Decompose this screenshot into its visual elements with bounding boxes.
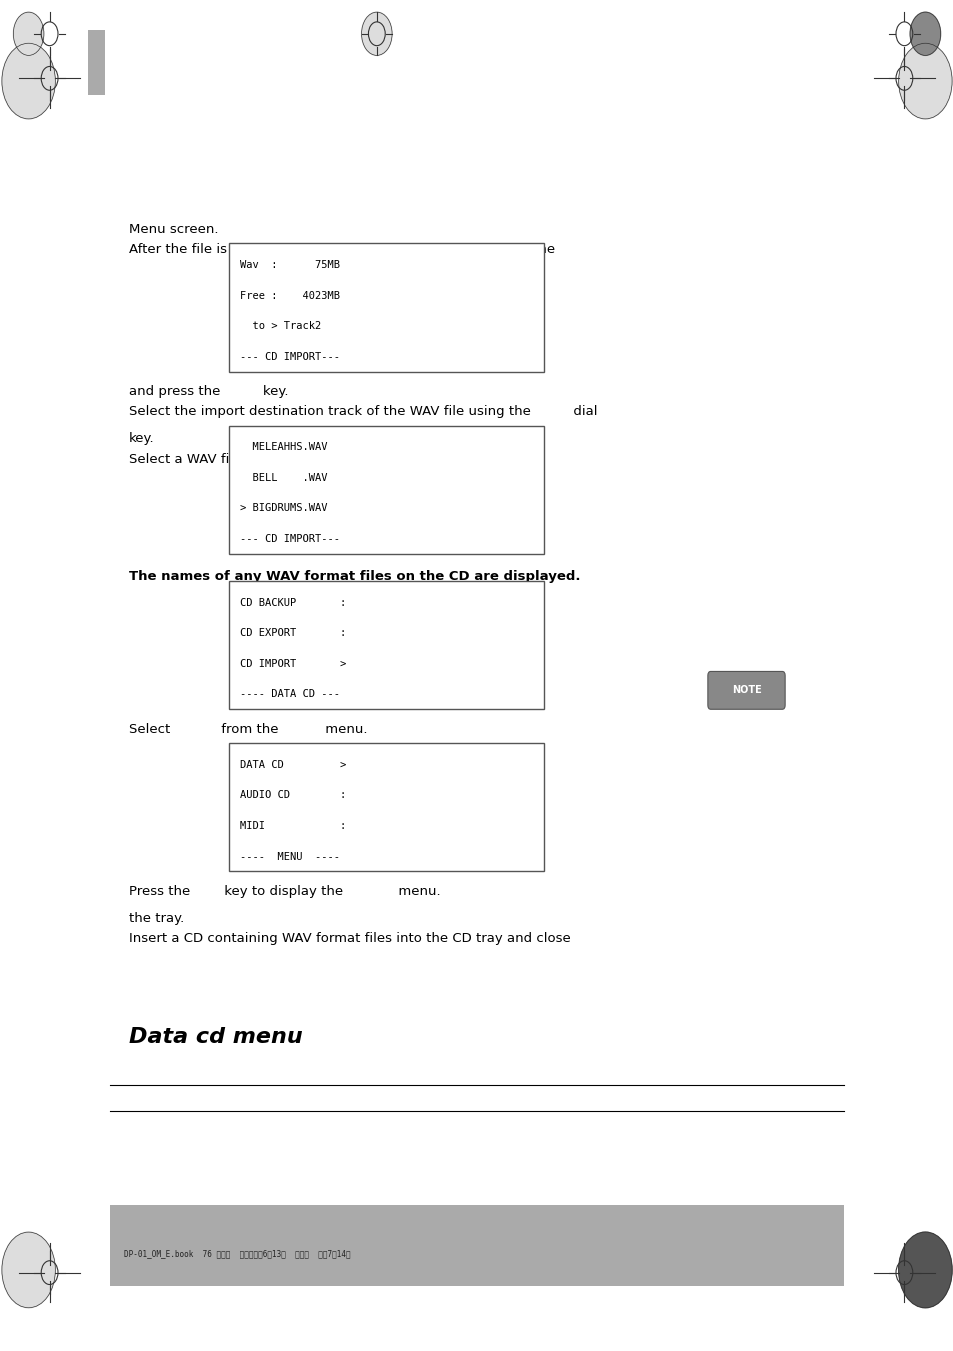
Text: Select a WAV file to import using the          dial and press the: Select a WAV file to import using the di… <box>129 453 536 466</box>
Text: Select the import destination track of the WAV file using the          dial: Select the import destination track of t… <box>129 405 597 419</box>
Text: DATA CD         >: DATA CD > <box>240 759 346 770</box>
Circle shape <box>2 1232 55 1308</box>
Text: MIDI            :: MIDI : <box>240 821 346 831</box>
Circle shape <box>909 12 940 55</box>
Text: AUDIO CD        :: AUDIO CD : <box>240 790 346 800</box>
Text: to > Track2: to > Track2 <box>240 322 321 331</box>
FancyBboxPatch shape <box>229 743 543 871</box>
Text: Menu screen.: Menu screen. <box>129 223 218 236</box>
Text: CD BACKUP       :: CD BACKUP : <box>240 597 346 608</box>
Text: > BIGDRUMS.WAV: > BIGDRUMS.WAV <box>240 504 328 513</box>
Text: Press the        key to display the             menu.: Press the key to display the menu. <box>129 885 440 898</box>
Circle shape <box>898 43 951 119</box>
Circle shape <box>361 12 392 55</box>
FancyBboxPatch shape <box>707 671 784 709</box>
Text: --- CD IMPORT---: --- CD IMPORT--- <box>240 351 340 362</box>
FancyBboxPatch shape <box>229 581 543 709</box>
Text: Wav  :      75MB: Wav : 75MB <box>240 259 340 270</box>
Text: Insert a CD containing WAV format files into the CD tray and close: Insert a CD containing WAV format files … <box>129 932 570 946</box>
Circle shape <box>2 43 55 119</box>
Text: the tray.: the tray. <box>129 912 184 925</box>
Text: Free :    4023MB: Free : 4023MB <box>240 290 340 300</box>
Circle shape <box>898 1232 951 1308</box>
Text: MELEAHHS.WAV: MELEAHHS.WAV <box>240 442 328 453</box>
Text: key.: key. <box>129 432 154 446</box>
Text: --- CD IMPORT---: --- CD IMPORT--- <box>240 534 340 544</box>
FancyBboxPatch shape <box>110 1205 843 1286</box>
Text: ---- DATA CD ---: ---- DATA CD --- <box>240 689 340 700</box>
FancyBboxPatch shape <box>88 30 105 95</box>
Text: After the file is imported from the CD, the display returns to the: After the file is imported from the CD, … <box>129 243 555 257</box>
Text: Select            from the           menu.: Select from the menu. <box>129 723 367 736</box>
Text: The names of any WAV format files on the CD are displayed.: The names of any WAV format files on the… <box>129 570 579 584</box>
FancyBboxPatch shape <box>229 243 543 372</box>
Text: ----  MENU  ----: ---- MENU ---- <box>240 851 340 862</box>
Text: CD IMPORT       >: CD IMPORT > <box>240 659 346 669</box>
Text: Data cd menu: Data cd menu <box>129 1027 302 1047</box>
Text: DP-01_OM_E.book  76 ページ  ２００５年6月13日  月曜日  午後7時14分: DP-01_OM_E.book 76 ページ ２００５年6月13日 月曜日 午後… <box>124 1250 351 1258</box>
Text: BELL    .WAV: BELL .WAV <box>240 473 328 482</box>
Text: CD EXPORT       :: CD EXPORT : <box>240 628 346 638</box>
Circle shape <box>13 12 44 55</box>
Text: and press the          key.: and press the key. <box>129 385 288 399</box>
Text: NOTE: NOTE <box>731 685 760 696</box>
FancyBboxPatch shape <box>229 426 543 554</box>
